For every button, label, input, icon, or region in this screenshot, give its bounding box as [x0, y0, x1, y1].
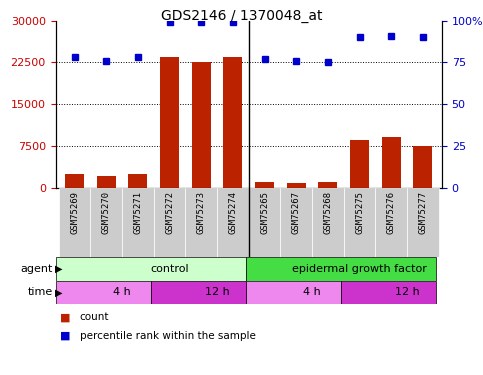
Bar — [249, 188, 281, 257]
Text: GSM75265: GSM75265 — [260, 191, 269, 234]
Bar — [154, 188, 185, 257]
Bar — [382, 138, 401, 188]
Text: ■: ■ — [60, 331, 71, 341]
Bar — [245, 280, 341, 304]
Bar — [59, 188, 90, 257]
Bar — [122, 188, 154, 257]
Text: GSM75272: GSM75272 — [165, 191, 174, 234]
Bar — [341, 280, 436, 304]
Text: GSM75273: GSM75273 — [197, 191, 206, 234]
Text: epidermal growth factor: epidermal growth factor — [292, 264, 427, 274]
Bar — [375, 188, 407, 257]
Bar — [407, 188, 439, 257]
Text: GSM75271: GSM75271 — [133, 191, 142, 234]
Text: ▶: ▶ — [55, 264, 63, 274]
Text: GSM75268: GSM75268 — [324, 191, 332, 234]
Text: GSM75269: GSM75269 — [70, 191, 79, 234]
Text: GSM75270: GSM75270 — [102, 191, 111, 234]
Bar — [344, 188, 375, 257]
Text: ■: ■ — [60, 312, 71, 322]
Bar — [192, 62, 211, 188]
Text: 4 h: 4 h — [303, 287, 321, 297]
Bar — [160, 57, 179, 188]
Bar — [312, 188, 344, 257]
Bar — [56, 280, 151, 304]
Bar — [65, 174, 84, 188]
Bar — [56, 257, 245, 280]
Bar — [287, 183, 306, 188]
Bar — [281, 188, 312, 257]
Text: GDS2146 / 1370048_at: GDS2146 / 1370048_at — [161, 9, 322, 23]
Text: GSM75277: GSM75277 — [418, 191, 427, 234]
Text: GSM75267: GSM75267 — [292, 191, 301, 234]
Bar — [128, 174, 147, 188]
Text: time: time — [28, 287, 53, 297]
Bar — [97, 176, 116, 188]
Text: 4 h: 4 h — [113, 287, 131, 297]
Text: control: control — [150, 264, 189, 274]
Bar — [350, 140, 369, 188]
Text: agent: agent — [21, 264, 53, 274]
Text: ▶: ▶ — [55, 287, 63, 297]
Text: percentile rank within the sample: percentile rank within the sample — [80, 331, 256, 341]
Bar — [224, 57, 242, 188]
Bar — [185, 188, 217, 257]
Bar — [413, 146, 432, 188]
Text: count: count — [80, 312, 109, 322]
Bar — [217, 188, 249, 257]
Bar — [151, 280, 245, 304]
Bar — [245, 257, 436, 280]
Bar — [318, 183, 338, 188]
Text: 12 h: 12 h — [205, 287, 229, 297]
Bar — [90, 188, 122, 257]
Text: GSM75274: GSM75274 — [228, 191, 238, 234]
Text: GSM75276: GSM75276 — [387, 191, 396, 234]
Text: 12 h: 12 h — [395, 287, 419, 297]
Bar — [255, 183, 274, 188]
Text: GSM75275: GSM75275 — [355, 191, 364, 234]
